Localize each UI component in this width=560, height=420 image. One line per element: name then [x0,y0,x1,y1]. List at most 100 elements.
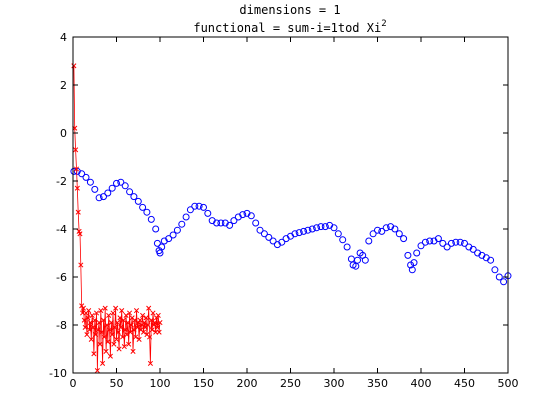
data-point [95,327,101,333]
x-tick-label: 100 [150,377,171,390]
data-point [112,324,118,330]
data-point [121,344,127,350]
data-point [334,230,342,238]
data-point [86,178,94,186]
data-point [369,230,377,238]
data-point [133,308,140,314]
data-point [447,239,455,247]
data-point [391,225,399,233]
data-point [491,266,499,274]
x-tick-label: 450 [454,377,475,390]
data-point [317,223,325,231]
data-point [93,310,100,316]
data-point [86,327,93,333]
data-point [165,235,173,243]
data-point [230,217,238,225]
data-point [152,320,158,326]
data-point [78,262,84,268]
data-point [104,189,112,197]
data-point [108,184,116,192]
data-point [98,308,104,314]
data-point [120,334,126,340]
data-point [113,179,120,187]
data-point [88,336,94,342]
data-point [89,312,95,318]
data-point [127,329,133,335]
data-point [365,237,373,245]
data-point [91,351,97,357]
y-tick-label: 4 [60,31,67,44]
data-point [86,308,92,314]
data-point [461,239,468,247]
data-point [247,212,255,220]
data-point [239,211,247,219]
data-point [226,221,234,229]
data-point [153,239,161,247]
data-point [195,202,203,210]
series-layer [70,63,512,374]
data-point [404,251,412,259]
x-tick-label: 350 [367,377,388,390]
data-point [140,312,146,318]
data-point [143,315,149,321]
data-point [95,194,103,202]
data-point [182,213,190,221]
data-point [178,220,186,228]
data-point [313,224,321,232]
data-point [110,310,116,316]
data-point [343,243,351,251]
y-tick-label: -8 [56,319,67,332]
data-point [140,329,147,335]
data-point [374,226,381,234]
data-point [87,320,93,326]
data-point [103,348,109,354]
data-point [452,238,460,246]
y-tick-label: 2 [60,79,67,92]
data-point [395,230,403,238]
series-0 [70,167,512,286]
data-point [173,226,181,234]
data-point [114,320,120,326]
data-point [99,329,105,335]
data-point [78,170,86,178]
data-point [169,231,177,239]
data-point [213,219,221,227]
data-point [300,227,308,235]
data-point [107,353,113,359]
data-point [147,334,153,340]
data-point [378,227,386,235]
data-point [155,312,161,318]
data-point [113,305,119,311]
data-point [408,266,416,274]
data-point [93,332,99,338]
data-point [120,317,127,323]
data-point [152,225,160,233]
data-point [413,249,421,257]
data-point [439,239,447,247]
data-point [191,202,199,210]
data-point [111,341,117,347]
data-point [186,206,194,214]
data-point [123,312,129,318]
axis-layer: 0 50 100 150 200 250 300 350 400 450 500 4 2 0 -2 -4 -6 -… [49,31,518,390]
data-point [102,305,108,311]
data-point [145,322,151,328]
data-point [217,219,225,227]
data-point [73,147,79,153]
data-point [124,332,130,338]
x-tick-label: 500 [498,377,519,390]
data-point [354,256,361,264]
data-point [104,322,110,328]
y-tick-label: 0 [60,127,67,140]
data-point [443,243,451,251]
data-point [113,336,120,342]
data-point [500,278,508,286]
data-point [421,238,429,246]
y-tick-label: -2 [56,175,67,188]
data-point [361,256,369,264]
data-point [134,324,140,330]
data-point [260,230,268,238]
data-point [130,193,138,201]
data-point [269,237,277,245]
